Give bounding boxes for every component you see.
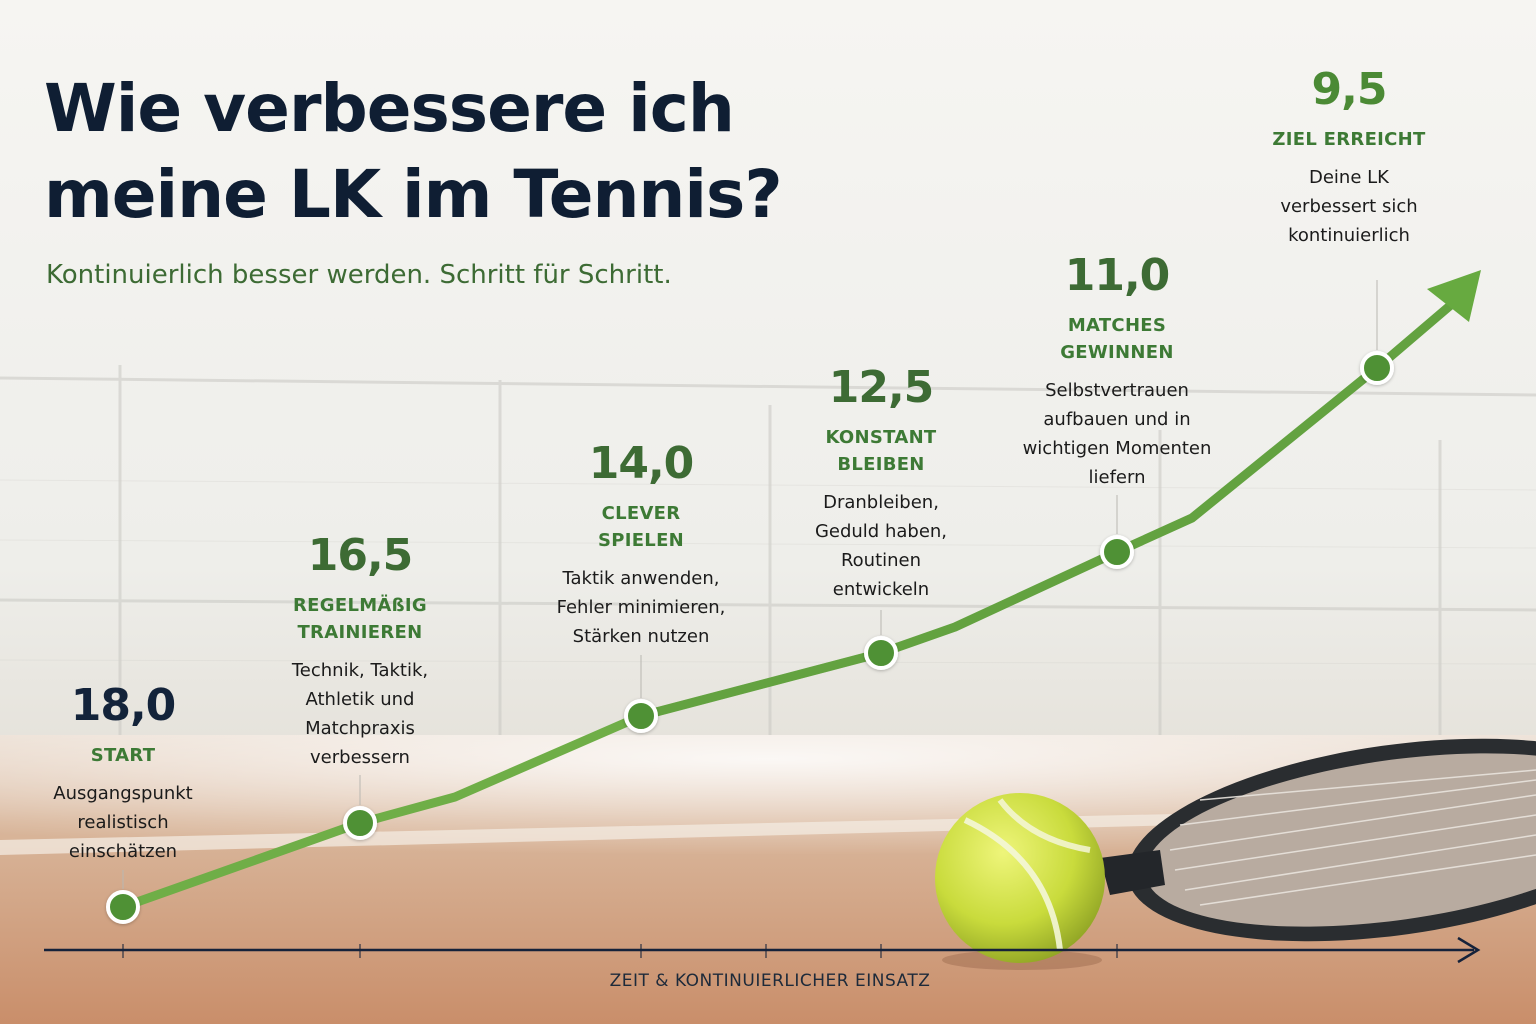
step-label-line: GEWINNEN [1060, 342, 1174, 363]
step-description-line: einschätzen [68, 841, 178, 862]
x-axis-arrowhead [1457, 936, 1481, 964]
step-description-line: Fehler minimieren, [556, 597, 726, 618]
step-label-line: CLEVER [601, 503, 681, 524]
step-5: 11,0 MATCHES GEWINNEN Selbstvertrauen aufbau… [997, 250, 1237, 492]
step-value: 18,0 [70, 680, 177, 731]
step-3: 14,0 CLEVER SPIELEN Taktik anwenden, Fehler … [521, 438, 761, 651]
step-label: CLEVER SPIELEN [521, 500, 761, 554]
step-description-line: realistisch [77, 812, 169, 833]
step-description-line: Taktik anwenden, [562, 568, 720, 589]
data-point-marker [624, 699, 658, 733]
series-arrowhead [1427, 270, 1481, 322]
step-1: 18,0 START Ausgangspunkt realistisch einschä… [3, 680, 243, 866]
step-label: START [3, 742, 243, 769]
step-label-line: BLEIBEN [837, 454, 925, 475]
step-description: Deine LK verbessert sich kontinuierlich [1229, 163, 1469, 250]
step-description-line: liefern [1088, 467, 1146, 488]
step-description-line: Technik, Taktik, [291, 660, 429, 681]
step-description: Dranbleiben, Geduld haben, Routinen entwick… [761, 488, 1001, 604]
step-label-line: SPIELEN [597, 530, 685, 551]
step-2: 16,5 REGELMÄßIG TRAINIEREN Technik, Taktik,… [240, 530, 480, 772]
x-axis-label: ZEIT & KONTINUIERLICHER EINSATZ [609, 971, 931, 991]
step-label-line: REGELMÄßIG [293, 595, 427, 616]
step-4: 12,5 KONSTANT BLEIBEN Dranbleiben, Geduld ha… [761, 362, 1001, 604]
page-title: Wie verbessere ich meine LK im Tennis? [44, 66, 783, 238]
step-label-line: TRAINIEREN [297, 622, 423, 643]
step-description-line: Matchpraxis [305, 718, 415, 739]
step-label: REGELMÄßIG TRAINIEREN [240, 592, 480, 646]
step-description-line: verbessern [310, 747, 410, 768]
data-point-marker [106, 890, 140, 924]
step-label-line: ZIEL ERREICHT [1272, 129, 1426, 150]
title-line-1: Wie verbessere ich [44, 70, 735, 147]
step-label-line: MATCHES [1067, 315, 1167, 336]
step-description: Technik, Taktik, Athletik und Matchpraxis v… [240, 656, 480, 772]
step-value: 14,0 [588, 438, 695, 489]
title-line-2: meine LK im Tennis? [44, 156, 783, 233]
step-label-line: KONSTANT [825, 427, 937, 448]
data-point-marker [1100, 535, 1134, 569]
step-description-line: Ausgangspunkt [53, 783, 193, 804]
step-label-line: START [90, 745, 156, 766]
step-description-line: verbessert sich [1280, 196, 1418, 217]
step-description-line: Selbstvertrauen [1045, 380, 1189, 401]
markers [106, 351, 1394, 924]
step-description-line: Dranbleiben, [823, 492, 939, 513]
data-point-marker [1360, 351, 1394, 385]
step-value: 9,5 [1311, 64, 1388, 115]
step-value: 12,5 [828, 362, 935, 413]
step-description-line: entwickeln [832, 579, 930, 600]
step-description: Taktik anwenden, Fehler minimieren, Stärke… [521, 564, 761, 651]
step-description: Ausgangspunkt realistisch einschätzen [3, 779, 243, 866]
page-subtitle: Kontinuierlich besser werden. Schritt fü… [46, 260, 672, 290]
step-description: Selbstvertrauen aufbauen und in wichtigen … [997, 376, 1237, 492]
data-point-marker [343, 806, 377, 840]
series-line-path [118, 299, 1457, 912]
step-6: 9,5 ZIEL ERREICHT Deine LK verbessert sich k… [1229, 64, 1469, 250]
step-description-line: Athletik und [305, 689, 415, 710]
step-value: 11,0 [1064, 250, 1171, 301]
step-label: ZIEL ERREICHT [1229, 126, 1469, 153]
step-label: MATCHES GEWINNEN [997, 312, 1237, 366]
step-label: KONSTANT BLEIBEN [761, 424, 1001, 478]
step-description-line: Stärken nutzen [572, 626, 710, 647]
step-description-line: wichtigen Momenten [1022, 438, 1212, 459]
step-description-line: Routinen [840, 550, 922, 571]
step-description-line: kontinuierlich [1288, 225, 1410, 246]
x-axis [44, 936, 1481, 964]
step-description-line: Geduld haben, [814, 521, 948, 542]
step-description-line: aufbauen und in [1043, 409, 1191, 430]
step-description-line: Deine LK [1309, 167, 1389, 188]
step-value: 16,5 [307, 530, 414, 581]
data-point-marker [864, 636, 898, 670]
